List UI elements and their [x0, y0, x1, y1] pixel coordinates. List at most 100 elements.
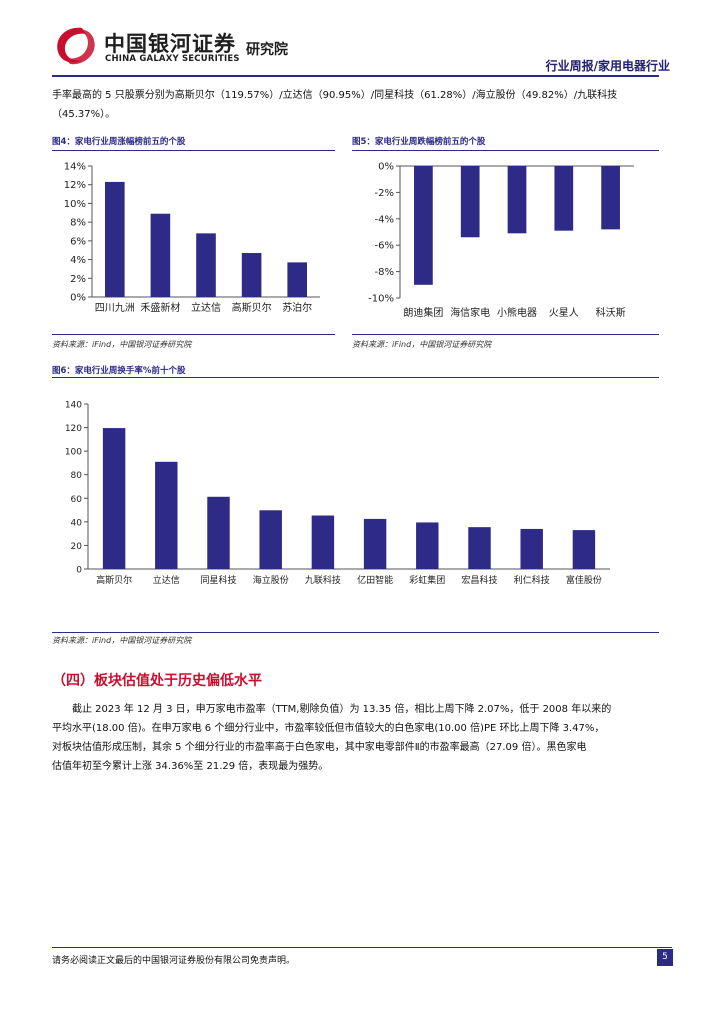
fig6-category-label: 立达信	[153, 574, 180, 586]
fig5-top-rule	[352, 150, 659, 151]
fig5-y-tick-label: 0%	[378, 162, 394, 173]
fig5-y-tick-label: -4%	[375, 214, 394, 225]
fig5-caption: 图5：家电行业周跌幅榜前五的个股	[352, 135, 485, 147]
fig6-title: 家电行业周换手率%前十个股	[74, 366, 186, 376]
fig5-category-label: 小熊电器	[497, 306, 537, 319]
section-paragraph: 截止 2023 年 12 月 3 日，申万家电市盈率（TTM,剔除负值）为 13…	[52, 700, 662, 776]
fig5-bar-3	[507, 166, 527, 234]
fig4-y-tick-label: 10%	[64, 199, 86, 210]
fig5-number: 图5：	[352, 137, 375, 147]
fig6-category-label: 富佳股份	[566, 574, 602, 586]
fig5-y-tick-label: -2%	[375, 188, 394, 199]
report-type: 行业周报/家用电器行业	[545, 59, 670, 73]
fig6-bar-4	[259, 510, 282, 569]
fig6-bar-6	[363, 518, 387, 569]
fig4-category-label: 高斯贝尔	[232, 301, 272, 314]
fig4-category-label: 禾盛新材	[140, 301, 180, 314]
fig6-bar-5	[311, 515, 335, 569]
fig5-bar-1	[414, 166, 433, 285]
fig6-y-tick-label: 40	[71, 518, 83, 528]
footer-disclaimer: 请务必阅读正文最后的中国银河证券股份有限公司免责声明。	[52, 956, 296, 966]
fig6-y-tick-label: 60	[71, 495, 83, 505]
fig6-category-label: 宏昌科技	[461, 574, 497, 586]
fig4-category-label: 四川九洲	[95, 302, 135, 314]
fig4-bar-1	[104, 181, 125, 297]
fig4-y-tick-label: 0%	[70, 293, 86, 304]
fig4-bar-3	[196, 233, 216, 297]
fig6-top-rule	[52, 377, 659, 378]
fig5-category-label: 科沃斯	[596, 306, 626, 319]
fig5-y-tick-label: -6%	[375, 241, 394, 252]
fig6-category-label: 利仁科技	[514, 574, 550, 586]
fig5-category-label: 火星人	[549, 307, 579, 319]
page-number: 5	[657, 949, 673, 966]
fig5-y-tick-label: -8%	[375, 267, 394, 278]
fig6-y-tick-label: 100	[65, 448, 82, 458]
logo-english-name: CHINA GALAXY SECURITIES	[105, 54, 240, 64]
fig6-bar-9	[520, 528, 543, 569]
fig4-y-tick-label: 2%	[70, 274, 86, 285]
footer-divider	[52, 947, 672, 948]
fig4-bar-2	[150, 213, 171, 297]
fig4-y-tick-label: 6%	[70, 236, 86, 247]
fig5-bar-2	[460, 166, 480, 238]
header-divider	[52, 75, 659, 77]
fig5-bottom-rule	[352, 334, 659, 335]
fig4-y-tick-label: 14%	[64, 162, 86, 173]
fig6-bar-10	[572, 530, 596, 569]
fig5-title: 家电行业周跌幅榜前五的个股	[374, 137, 486, 147]
fig5-y-tick-label: -10%	[368, 294, 394, 305]
section-title: （四）板块估值处于历史偏低水平	[52, 673, 262, 689]
fig4-bottom-rule	[52, 334, 335, 335]
fig6-category-label: 高斯贝尔	[96, 574, 132, 586]
fig6-y-tick-label: 0	[76, 566, 82, 576]
fig6-category-label: 彩虹集团	[409, 574, 445, 586]
fig6-bar-7	[416, 522, 439, 569]
fig6-y-tick-label: 120	[65, 424, 82, 434]
fig4-bar-4	[241, 253, 262, 297]
section-line-3: 对板块估值形成压制，其余 5 个细分行业的市盈率高于白色家电，其中家电零部件Ⅱ的…	[52, 742, 587, 753]
fig6-category-label: 九联科技	[305, 574, 341, 586]
intro-paragraph: 手率最高的 5 只股票分别为高斯贝尔（119.57%）/立达信（90.95%）/…	[52, 86, 662, 124]
fig6-bar-3	[207, 496, 230, 569]
fig4-y-tick-label: 4%	[70, 255, 86, 266]
fig5-category-label: 海信家电	[450, 306, 490, 319]
fig6-caption: 图6：家电行业周换手率%前十个股	[52, 364, 185, 376]
section-line-2: 平均水平(18.00 倍)。在申万家电 6 个细分行业中，市盈率较低但市值较大的…	[52, 723, 605, 734]
fig4-y-tick-label: 8%	[70, 218, 86, 229]
fig4-y-tick-label: 12%	[64, 180, 86, 191]
fig5-chart: -10% -8% -6% -4% -2% 0% 朗迪集团 海信家电 小熊电器 火星人 科沃斯	[368, 162, 634, 319]
fig4-top-rule	[52, 150, 335, 151]
fig4-title: 家电行业周涨幅榜前五的个股	[74, 137, 186, 147]
intro-line-1: 手率最高的 5 只股票分别为高斯贝尔（119.57%）/立达信（90.95%）/…	[52, 90, 618, 101]
section-line-4: 估值年初至今累计上涨 34.36%至 21.29 倍，表现最为强势。	[52, 761, 329, 772]
fig6-source: 资料来源：iFind，中国银河证券研究院	[52, 636, 192, 645]
fig4-source: 资料来源：iFind，中国银河证券研究院	[52, 340, 192, 349]
fig6-category-label: 亿田智能	[357, 574, 393, 586]
intro-line-2: （45.37%）。	[52, 109, 116, 120]
logo-chinese-name: 中国银河证券	[104, 32, 236, 56]
fig5-bar-5	[601, 166, 620, 230]
fig6-bar-1	[102, 428, 126, 569]
fig6-category-label: 海立股份	[253, 574, 289, 586]
fig5-source: 资料来源：iFind，中国银河证券研究院	[352, 340, 492, 349]
institute-label: 研究院	[246, 42, 288, 58]
fig5-category-label: 朗迪集团	[403, 306, 443, 319]
fig6-bar-8	[468, 527, 491, 569]
galaxy-logo-icon	[52, 24, 100, 68]
fig6-bar-2	[155, 461, 178, 569]
fig5-bar-4	[554, 166, 574, 231]
fig6-category-label: 同星科技	[200, 574, 236, 586]
fig6-y-tick-label: 20	[71, 542, 83, 552]
fig4-chart: 0% 2% 4% 6% 8% 10% 12% 14% 四川九洲 禾盛新材 立达信 高斯贝尔 苏泊尔	[64, 162, 320, 314]
fig4-category-label: 立达信	[191, 301, 221, 314]
fig4-number: 图4：	[52, 137, 75, 147]
fig4-category-label: 苏泊尔	[282, 301, 312, 314]
section-line-1: 截止 2023 年 12 月 3 日，申万家电市盈率（TTM,剔除负值）为 13…	[72, 704, 612, 715]
fig6-number: 图6：	[52, 366, 75, 376]
fig6-chart: 0 20 40 60 80 100 120 140 高斯贝尔 立达信 同星科技 海立股份 九联科技 亿田智…	[65, 401, 610, 586]
fig4-bar-5	[287, 262, 308, 297]
fig6-y-tick-label: 80	[71, 471, 83, 481]
fig6-y-tick-label: 140	[65, 401, 82, 411]
fig6-bottom-rule	[52, 632, 659, 633]
